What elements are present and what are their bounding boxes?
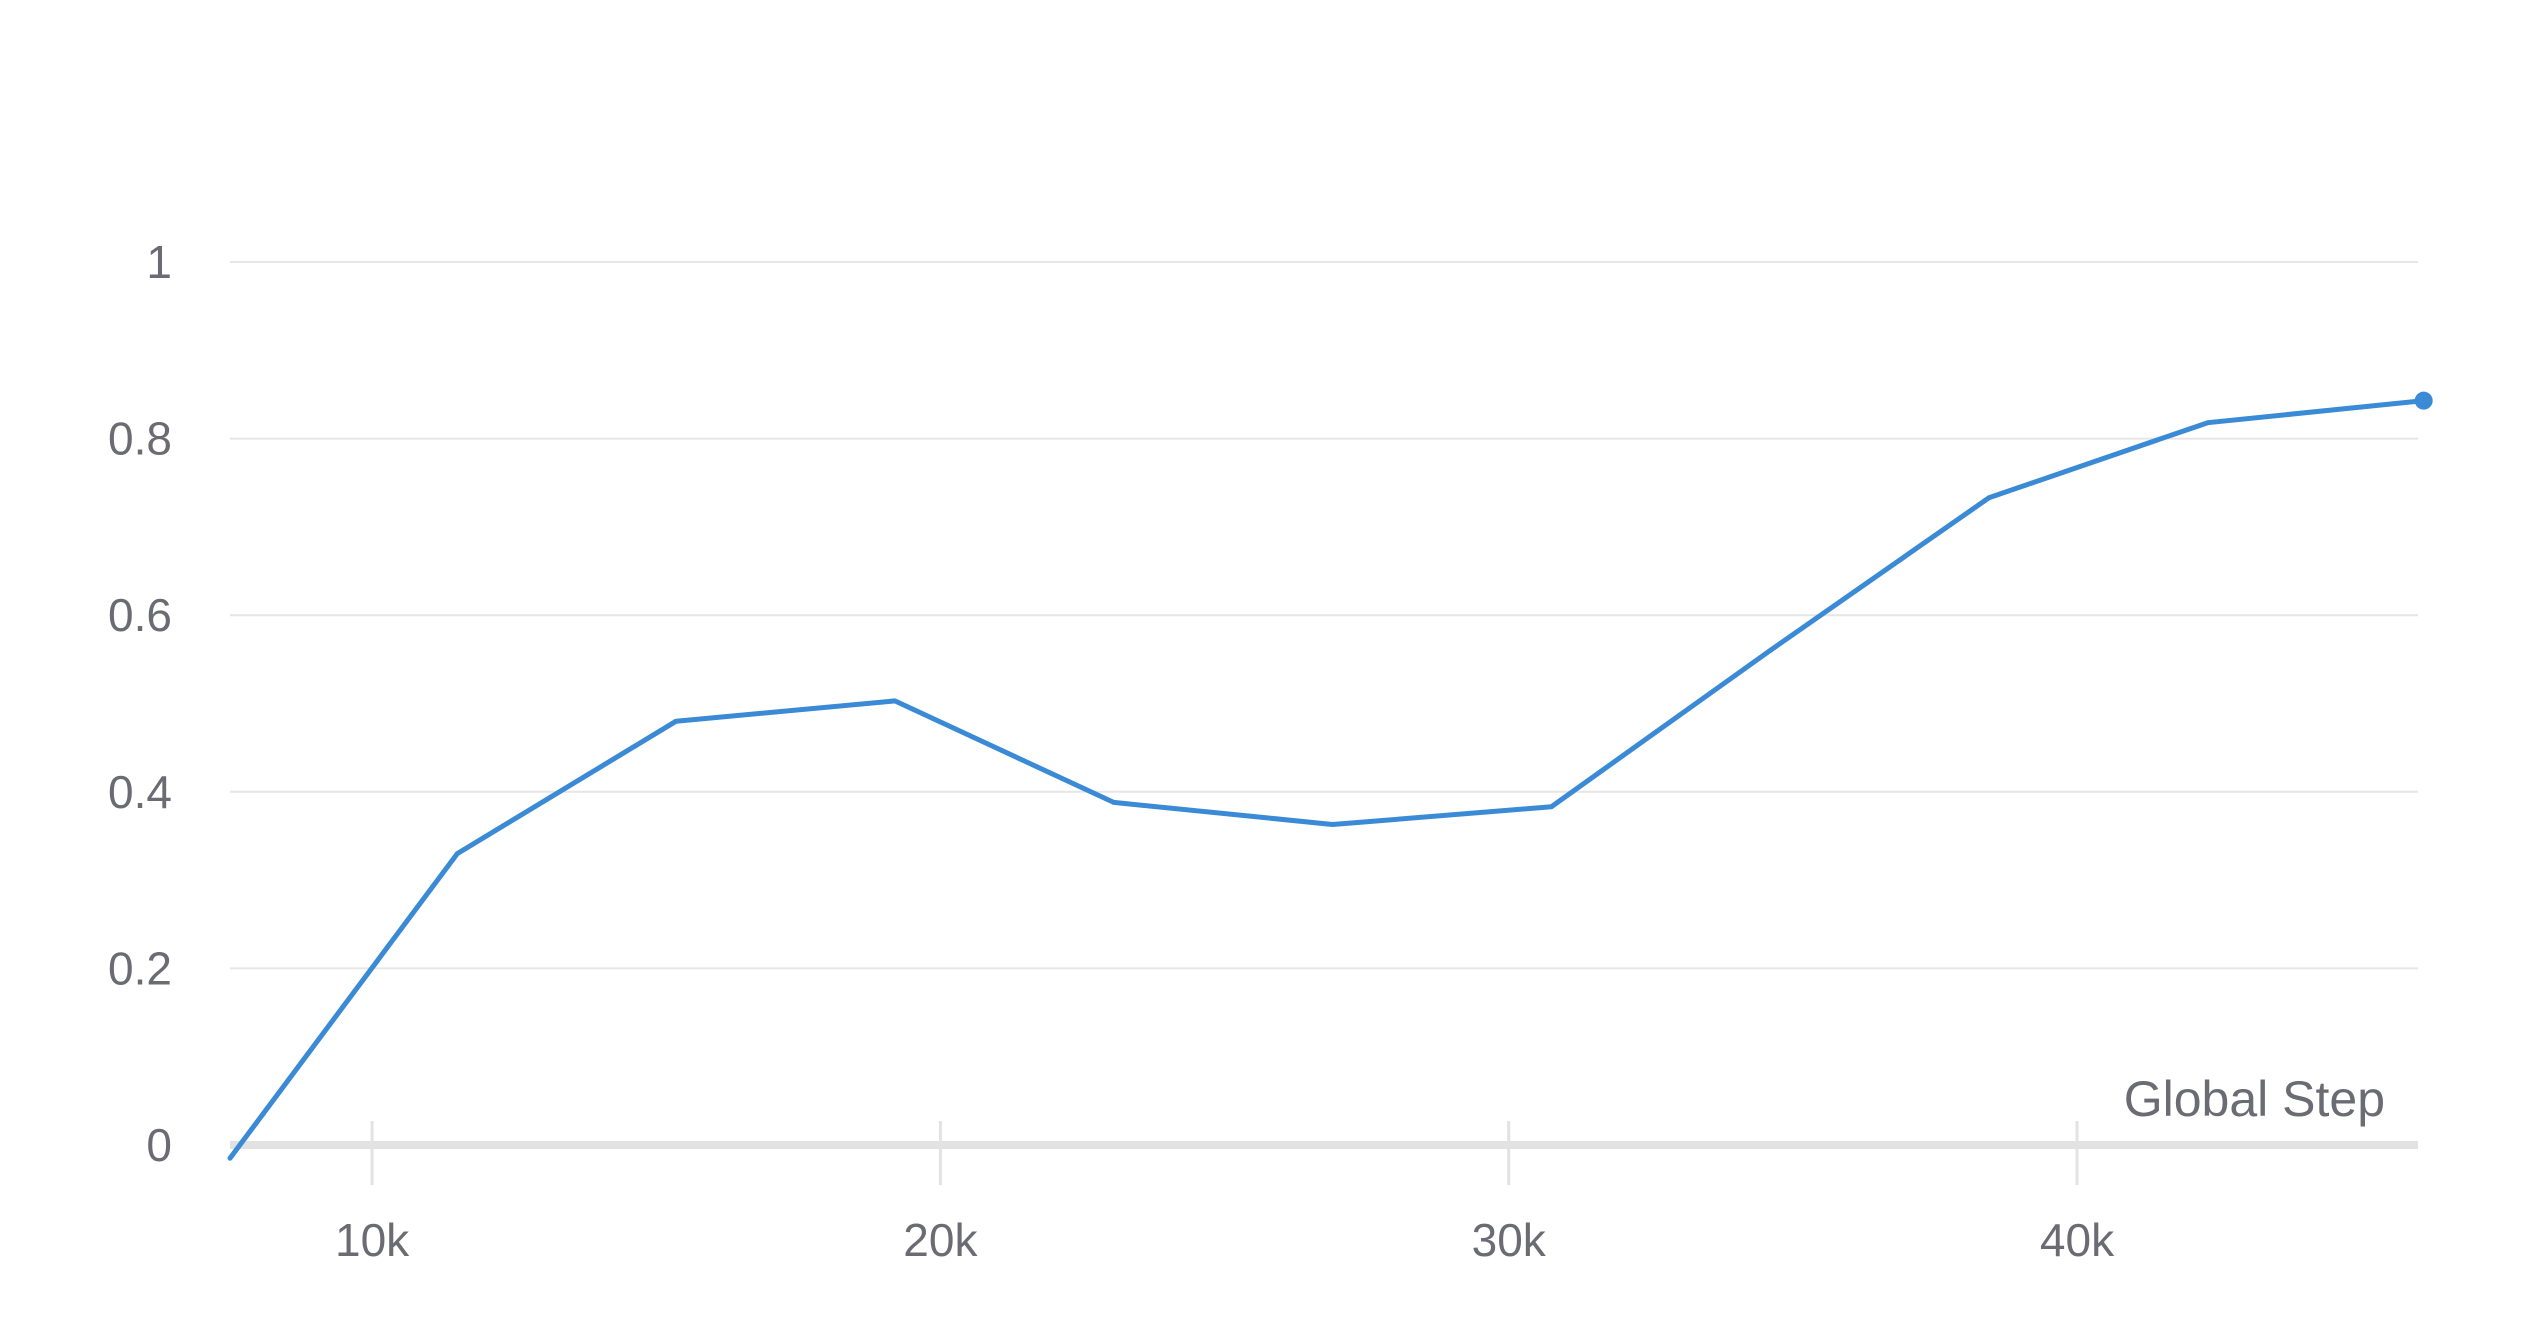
- y-tick-label: 1: [146, 236, 172, 288]
- y-tick-label: 0.8: [108, 413, 172, 465]
- series-line: [227, 398, 2427, 1161]
- x-tick-label: 30k: [1472, 1214, 1547, 1266]
- y-tick-label: 0.2: [108, 942, 172, 994]
- x-axis-title: Global Step: [2124, 1071, 2385, 1127]
- x-tick-label: 40k: [2040, 1214, 2115, 1266]
- grid-lines: [230, 261, 2418, 970]
- x-axis-ticks: [370, 1121, 2079, 1185]
- y-axis-tick-labels: 0 0.2 0.4 0.6 0.8 1: [108, 236, 172, 1171]
- y-tick-label: 0.6: [108, 589, 172, 641]
- x-axis-tick-labels: 10k 20k 30k 40k: [335, 1214, 2115, 1266]
- series-layer: [227, 391, 2433, 1161]
- y-tick-label: 0: [146, 1119, 172, 1171]
- y-tick-label: 0.4: [108, 766, 172, 818]
- series-endpoint-marker[interactable]: [2414, 391, 2433, 410]
- x-tick-label: 20k: [903, 1214, 978, 1266]
- x-tick-label: 10k: [335, 1214, 410, 1266]
